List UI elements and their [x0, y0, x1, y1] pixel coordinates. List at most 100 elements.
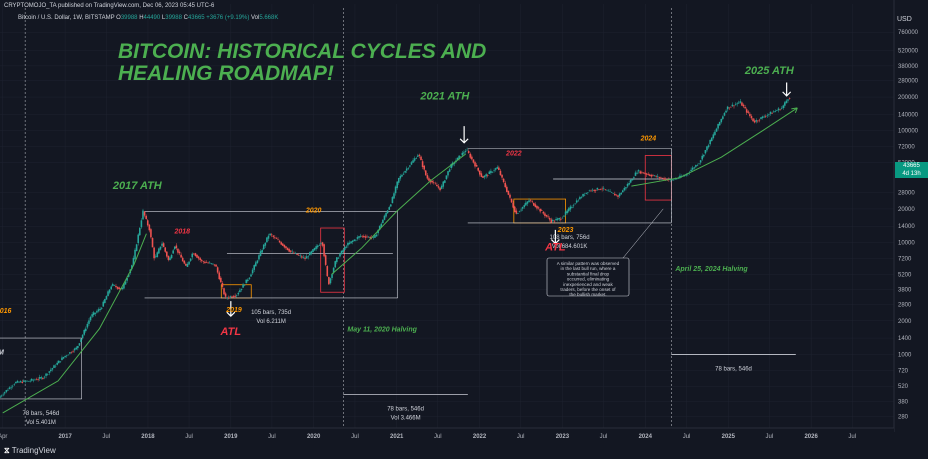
candle-body: [587, 192, 589, 194]
candle-body: [655, 176, 657, 177]
candle-body: [642, 172, 645, 174]
note-text-line: inexperienced and weak: [563, 282, 613, 287]
candle-body: [38, 377, 41, 379]
candle-body: [378, 225, 381, 230]
candle-body: [660, 177, 662, 179]
candle-body: [512, 202, 514, 208]
candle-body: [35, 379, 38, 381]
candle-body: [506, 186, 508, 192]
candle-body: [150, 229, 152, 238]
candle-body: [764, 116, 767, 117]
candle-body: [183, 260, 186, 264]
note-text-line: A similar pattern was observed: [557, 261, 620, 266]
candle-body: [46, 374, 49, 375]
candle-body: [413, 158, 416, 161]
high-label: H: [139, 15, 144, 21]
candle-body: [332, 267, 335, 273]
candle-body: [582, 193, 584, 197]
candle-body: [178, 251, 181, 254]
candle-body: [293, 252, 295, 254]
candle-body: [774, 110, 777, 112]
time-axis-panel: [0, 428, 894, 442]
currency-button[interactable]: USD: [897, 16, 912, 23]
candle-body: [309, 252, 311, 256]
candle-body: [650, 174, 653, 177]
candle-body: [591, 189, 594, 191]
candle-body: [247, 279, 249, 282]
candle-body: [663, 178, 665, 180]
candle-body: [424, 170, 427, 176]
candle-body: [558, 218, 561, 220]
candle-body: [92, 312, 95, 316]
candle-body: [755, 120, 758, 122]
candle-body: [185, 263, 187, 266]
annotation-label: 2024: [640, 135, 657, 142]
candle-body: [146, 220, 149, 226]
candle-body: [356, 237, 359, 239]
candle-body: [409, 165, 411, 167]
candle-body: [507, 190, 510, 195]
y-tick-label: 7200: [898, 257, 912, 263]
candle-body: [208, 262, 211, 264]
candle-body: [172, 250, 174, 254]
candle-body: [342, 249, 344, 253]
candle-body: [695, 165, 697, 167]
candle-body: [399, 175, 402, 179]
candle-body: [186, 263, 189, 267]
candle-body: [358, 236, 360, 238]
candle-body: [205, 262, 208, 263]
candle-body: [548, 218, 551, 220]
candle-body: [644, 172, 646, 174]
x-tick-label: 2022: [473, 434, 487, 440]
candle-body: [469, 153, 472, 158]
tradingview-logo[interactable]: ⧖ TradingView: [4, 446, 56, 456]
candle-body: [143, 211, 146, 216]
candle-body: [604, 189, 607, 190]
candle-body: [788, 98, 791, 99]
candle-body: [526, 201, 529, 204]
candle-body: [158, 248, 160, 254]
candle-body: [37, 379, 39, 380]
candle-body: [509, 194, 511, 198]
down-arrow: [226, 301, 236, 317]
candle-body: [304, 257, 306, 259]
candle-body: [281, 243, 284, 246]
x-tick-label: Jul: [351, 434, 359, 440]
note-text-line: the bullish market.: [569, 292, 606, 297]
candle-body: [601, 188, 603, 190]
x-tick-label: Jul: [434, 434, 442, 440]
symbol-name[interactable]: Bitcoin / U.S. Dollar, 1W, BITSTAMP: [18, 15, 115, 21]
candle-body: [553, 220, 556, 222]
candle-body: [609, 191, 611, 192]
y-tick-label: 520000: [898, 49, 919, 55]
candle-body: [768, 113, 770, 115]
candle-body: [467, 151, 470, 154]
candle-body: [596, 187, 599, 190]
candle-body: [56, 362, 58, 365]
candle-body: [161, 243, 163, 246]
candle-body: [610, 192, 613, 193]
candle-body: [674, 178, 677, 180]
candle-body: [440, 185, 443, 189]
y-tick-label: 72000: [898, 145, 915, 151]
candle-body: [623, 187, 626, 191]
y-tick-label: 380000: [898, 64, 919, 70]
candle-body: [612, 193, 615, 194]
candle-body: [772, 111, 775, 113]
candle-body: [140, 220, 143, 228]
candle-body: [139, 227, 141, 236]
candle-body: [34, 379, 36, 381]
candle-body: [513, 206, 516, 213]
note-text-line: occurred, eliminating: [567, 277, 610, 282]
note-text-line: traders, before the onset of: [560, 287, 616, 292]
y-tick-label: 520: [898, 384, 909, 390]
candle-body: [299, 255, 302, 257]
candle-body: [204, 261, 206, 263]
candle-body: [110, 286, 113, 290]
candle-body: [518, 211, 521, 213]
candle-body: [375, 234, 378, 237]
candle-body: [725, 110, 727, 113]
candle-body: [91, 314, 93, 317]
candle-body: [577, 200, 580, 202]
